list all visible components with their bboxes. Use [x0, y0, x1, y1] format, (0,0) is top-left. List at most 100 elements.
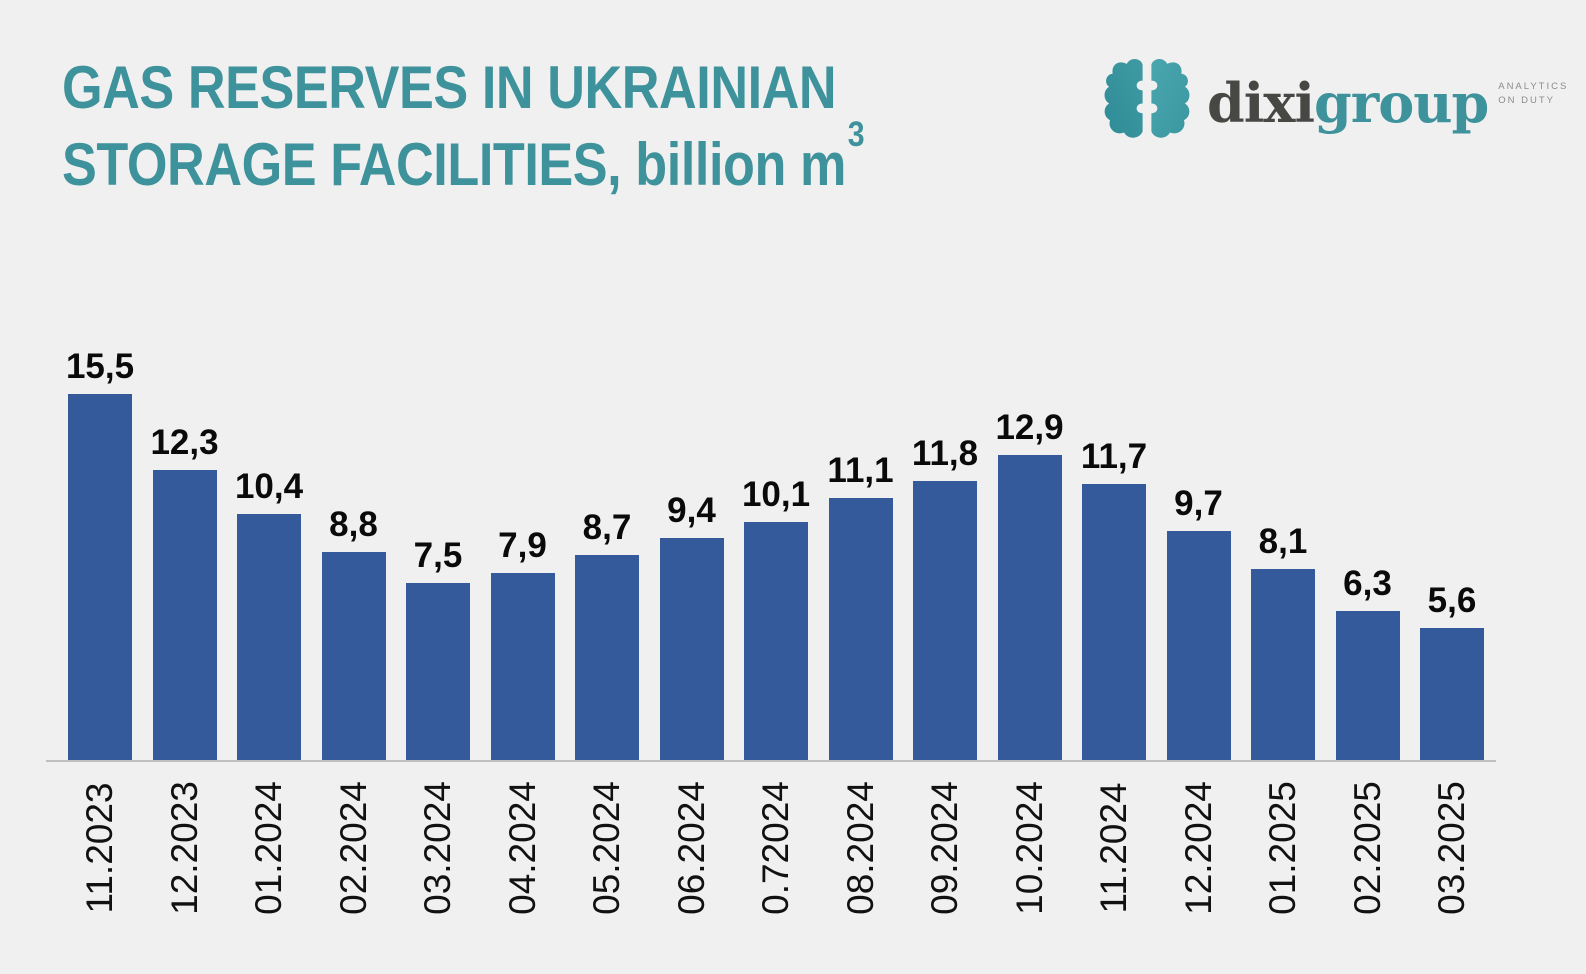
bar-column: 12,9	[995, 408, 1064, 760]
bar-value-label: 15,5	[65, 347, 135, 386]
bar-column: 10,1	[741, 475, 811, 760]
logo-tagline-line-1: ANALYTICS	[1498, 81, 1569, 92]
x-axis-tick: 08.2024	[829, 762, 893, 947]
x-axis-tick-label: 02.2024	[332, 781, 374, 915]
x-axis-tick: 02.2025	[1336, 762, 1400, 947]
bar	[575, 555, 639, 760]
bar	[1251, 569, 1315, 760]
x-axis-tick: 12.2024	[1167, 762, 1231, 947]
bar	[997, 455, 1062, 760]
x-axis-tick-label: 01.2024	[248, 781, 289, 915]
bar-column: 6,3	[1335, 564, 1400, 760]
bar-column: 7,9	[490, 526, 555, 760]
bar-column: 11,7	[1080, 437, 1148, 760]
bar-value-label: 9,4	[667, 491, 716, 530]
x-axis-tick-label: 12.2024	[1177, 781, 1219, 915]
x-axis-tick: 01.2024	[237, 762, 301, 947]
page-title: GAS RESERVES IN UKRAINIAN STORAGE FACILIT…	[62, 50, 865, 204]
x-axis-tick-label: 10.2024	[1008, 781, 1050, 915]
bar	[321, 552, 386, 760]
bar-value-label: 7,5	[413, 536, 463, 575]
bar-value-label: 8,8	[329, 505, 378, 544]
bar	[237, 514, 301, 760]
x-axis-tick-label: 04.2024	[501, 781, 543, 915]
bar-value-label: 10,4	[234, 467, 304, 506]
bar-column: 7,5	[406, 536, 470, 760]
x-axis-tick-label: 02.2025	[1346, 781, 1388, 915]
bar	[1082, 484, 1146, 760]
bar-column: 9,7	[1166, 484, 1231, 760]
bar	[744, 522, 808, 760]
brain-icon	[1104, 59, 1190, 138]
dixigroup-logo: dixigroup ANALYTICS ON DUTY	[1103, 52, 1568, 144]
title-line-1: GAS RESERVES IN UKRAINIAN	[62, 54, 837, 121]
logo-wordmark-dixi: dixi	[1207, 71, 1315, 135]
bar-column: 8,7	[575, 508, 639, 760]
x-axis-tick: 10.2024	[998, 762, 1062, 947]
bar-value-label: 11,7	[1080, 437, 1148, 476]
bar	[913, 481, 977, 760]
x-axis-tick: 11.2024	[1082, 762, 1146, 947]
logo-tagline-line-2: ON DUTY	[1498, 95, 1555, 107]
x-axis-tick: 04.2024	[491, 762, 555, 947]
bar-column: 8,8	[321, 505, 386, 760]
bar	[1166, 531, 1231, 760]
x-axis-tick-label: 11.2024	[1093, 782, 1134, 914]
x-axis-tick: 06.2024	[660, 762, 724, 947]
bar-column: 11,8	[911, 434, 979, 760]
x-axis-tick-label: 03.2024	[417, 781, 458, 915]
x-axis-tick-labels: 11.2023 12.2023 01.2024 02.2024 03.2024 04.20…	[68, 762, 1496, 947]
x-axis-tick-label: 01.2025	[1262, 781, 1303, 915]
bar-value-label: 8,1	[1258, 522, 1308, 561]
x-axis-tick-label: 11.2023	[79, 782, 120, 914]
bar-column: 15,5	[65, 347, 135, 760]
x-axis-tick: 11.2023	[68, 762, 132, 947]
bar	[828, 498, 893, 760]
bar-value-label: 5,6	[1427, 581, 1477, 620]
bar-value-label: 7,9	[498, 526, 547, 565]
plot-area: 15,5 12,3 10,4 8,8 7,5 7,9 8,7 9,4 10,1 11,1 11,8 1…	[65, 340, 1496, 760]
x-axis-tick-label: 06.2024	[670, 781, 712, 915]
bar-value-label: 12,9	[995, 408, 1064, 447]
x-axis-tick-label: 0.72024	[755, 781, 796, 915]
x-axis-tick: 01.2025	[1251, 762, 1315, 947]
bar	[152, 470, 217, 760]
x-axis-tick: 05.2024	[575, 762, 639, 947]
x-axis-line	[46, 760, 1496, 762]
x-axis-tick: 03.2025	[1420, 762, 1484, 947]
bar-column: 12,3	[150, 423, 219, 760]
x-axis-tick-label: 09.2024	[924, 781, 965, 915]
bar-value-label: 9,7	[1174, 484, 1223, 523]
bar-value-label: 6,3	[1343, 564, 1392, 603]
x-axis-tick: 0.72024	[744, 762, 808, 947]
x-axis-tick-label: 05.2024	[586, 781, 627, 915]
bar-column: 10,4	[234, 467, 304, 760]
bar-column: 9,4	[659, 491, 724, 760]
bar-value-label: 8,7	[582, 508, 632, 547]
title-line-2: STORAGE FACILITIES, billion m	[62, 130, 846, 198]
bar-value-label: 10,1	[741, 475, 811, 514]
logo-wordmark-group: group	[1313, 71, 1489, 135]
bar-chart: 15,5 12,3 10,4 8,8 7,5 7,9 8,7 9,4 10,1 11,1 11,8 1…	[46, 340, 1496, 947]
logo-tagline: ANALYTICS ON DUTY	[1498, 80, 1568, 109]
bar-column: 5,6	[1420, 581, 1484, 760]
x-axis-tick: 02.2024	[322, 762, 386, 947]
bar-value-label: 11,8	[911, 434, 979, 473]
title-superscript: 3	[847, 114, 865, 154]
bar	[1335, 611, 1400, 760]
bar	[1420, 628, 1484, 760]
x-axis-tick-label: 12.2023	[163, 781, 205, 915]
bar	[490, 573, 555, 760]
x-axis-tick-label: 08.2024	[839, 781, 881, 915]
x-axis-tick-label: 03.2025	[1431, 781, 1472, 915]
x-axis-tick: 09.2024	[913, 762, 977, 947]
bar	[406, 583, 470, 760]
bar	[659, 538, 724, 760]
logo-wordmark: dixigroup	[1207, 76, 1489, 130]
bar	[68, 394, 132, 760]
bar-column: 11,1	[827, 451, 894, 760]
x-axis-tick: 12.2023	[153, 762, 217, 947]
bar-value-label: 11,1	[827, 451, 894, 490]
x-axis-tick: 03.2024	[406, 762, 470, 947]
